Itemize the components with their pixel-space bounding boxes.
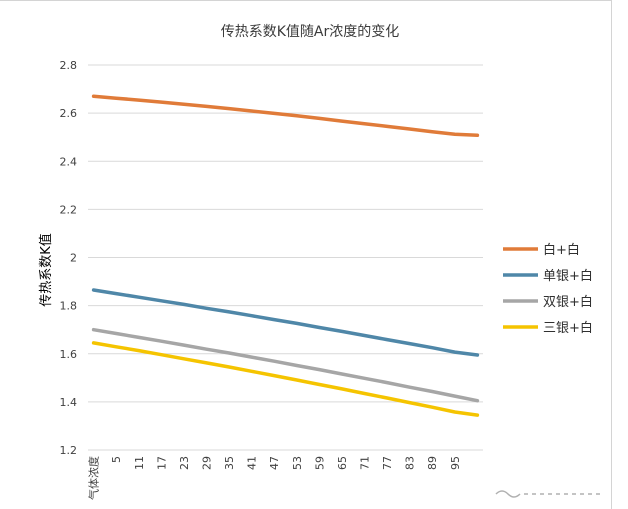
x-tick-label: 气体浓度: [87, 456, 101, 500]
series-lines: [91, 94, 480, 417]
x-tick-label: 5: [110, 456, 123, 463]
x-tick-label: 89: [426, 456, 439, 470]
x-tick-label: 71: [359, 456, 372, 470]
y-axis-label: 传热系数K值: [38, 233, 54, 307]
series-line: [91, 341, 480, 417]
y-tick-label: 1.8: [60, 300, 78, 313]
series-line: [91, 327, 480, 403]
y-tick-labels: 1.2 1.4 1.6 1.8 2 2.2 2.4 2.6 2.8: [60, 59, 78, 457]
y-tick-label: 2: [70, 252, 77, 265]
legend-label: 双银+白: [543, 294, 593, 310]
x-tick-label: 77: [381, 456, 394, 470]
chart-title: 传热系数K值随Ar浓度的变化: [221, 24, 400, 40]
x-tick-labels: 气体浓度 5 11 17 23 29 35 41 47 53 59 65 71 77 83 89 95: [87, 456, 462, 500]
watermark-logo: [495, 490, 600, 498]
x-tick-label: 59: [313, 456, 326, 470]
x-tick-label: 95: [449, 456, 462, 470]
legend: 白+白单银+白双银+白三银+白: [503, 242, 593, 336]
y-tick-label: 2.2: [60, 203, 78, 216]
y-tick-label: 2.6: [60, 107, 78, 120]
x-tick-label: 53: [291, 456, 304, 470]
x-tick-label: 65: [336, 456, 349, 470]
x-tick-label: 35: [223, 456, 236, 470]
y-tick-label: 1.4: [60, 396, 78, 409]
x-tick-label: 41: [246, 456, 259, 470]
legend-label: 单银+白: [543, 268, 593, 284]
series-line: [91, 94, 480, 138]
y-tick-label: 1.2: [60, 444, 78, 457]
x-tick-label: 29: [201, 456, 214, 470]
y-tick-label: 2.4: [60, 155, 78, 168]
x-tick-label: 17: [155, 456, 168, 470]
legend-label: 白+白: [543, 242, 580, 258]
x-tick-label: 47: [268, 456, 281, 470]
gridlines: [88, 64, 483, 451]
chart-frame: [0, 0, 612, 509]
y-tick-label: 2.8: [60, 59, 78, 72]
y-tick-label: 1.6: [60, 348, 78, 361]
series-line: [91, 288, 480, 357]
x-tick-label: 23: [178, 456, 191, 470]
legend-label: 三银+白: [543, 320, 593, 336]
x-tick-label: 83: [404, 456, 417, 470]
x-tick-label: 11: [133, 456, 146, 470]
